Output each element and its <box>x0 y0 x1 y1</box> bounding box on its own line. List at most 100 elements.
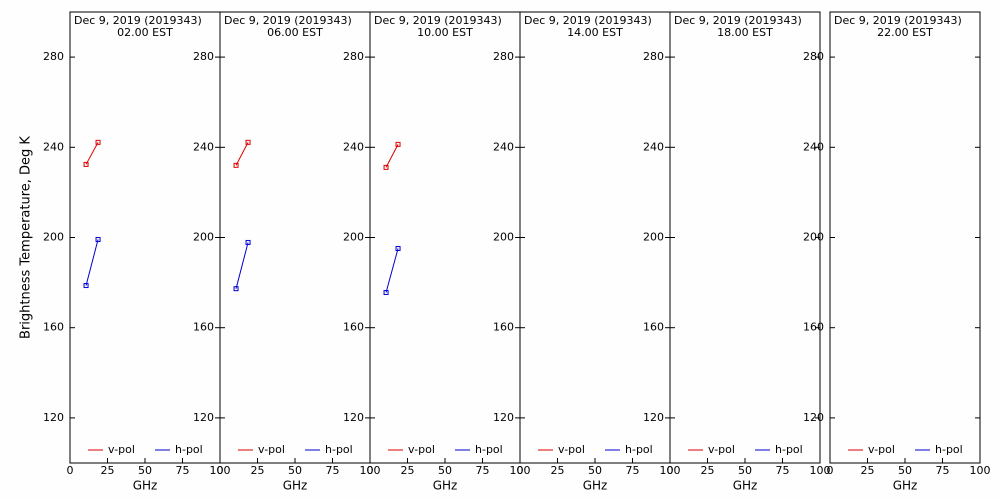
x-tick-label: 100 <box>970 464 991 477</box>
x-tick-label: 100 <box>510 464 531 477</box>
legend-label: h-pol <box>935 443 963 456</box>
chart-title: Dec 9, 2019 (2019343) <box>74 14 202 27</box>
y-tick-label: 200 <box>43 231 64 244</box>
legend-label: v-pol <box>258 443 285 456</box>
y-tick-label: 280 <box>193 50 214 63</box>
x-tick-label: 0 <box>667 464 674 477</box>
series-line <box>85 239 99 286</box>
x-tick-label: 25 <box>551 464 565 477</box>
x-tick-label: 0 <box>67 464 74 477</box>
x-axis-label: GHz <box>893 479 918 493</box>
chart-title: Dec 9, 2019 (2019343) <box>674 14 802 27</box>
x-tick-label: 0 <box>827 464 834 477</box>
x-tick-label: 100 <box>810 464 831 477</box>
chart-subtitle: 18.00 EST <box>717 26 773 39</box>
x-tick-label: 25 <box>861 464 875 477</box>
x-axis-label: GHz <box>433 479 458 493</box>
point-marker <box>83 161 89 167</box>
point-marker <box>83 283 89 289</box>
y-tick-label: 160 <box>803 321 824 334</box>
x-tick-label: 50 <box>738 464 752 477</box>
y-tick-label: 280 <box>43 50 64 63</box>
y-tick-label: 240 <box>193 140 214 153</box>
x-tick-label: 50 <box>288 464 302 477</box>
y-tick-label: 280 <box>643 50 664 63</box>
legend-label: v-pol <box>108 443 135 456</box>
x-tick-label: 0 <box>367 464 374 477</box>
x-tick-label: 0 <box>517 464 524 477</box>
y-tick-label: 240 <box>643 140 664 153</box>
chart-subtitle: 02.00 EST <box>117 26 173 39</box>
y-tick-label: 200 <box>803 231 824 244</box>
y-axis-label: Brightness Temperature, Deg K <box>19 136 34 339</box>
y-tick-label: 160 <box>643 321 664 334</box>
legend-label: v-pol <box>868 443 895 456</box>
y-tick-label: 200 <box>343 231 364 244</box>
y-tick-label: 280 <box>493 50 514 63</box>
x-tick-label: 75 <box>176 464 190 477</box>
point-marker <box>395 246 401 252</box>
chart-subtitle: 10.00 EST <box>417 26 473 39</box>
x-tick-label: 50 <box>898 464 912 477</box>
x-tick-label: 75 <box>326 464 340 477</box>
legend-label: v-pol <box>708 443 735 456</box>
y-tick-label: 160 <box>493 321 514 334</box>
y-tick-label: 120 <box>43 411 64 424</box>
x-tick-label: 25 <box>251 464 265 477</box>
y-tick-label: 240 <box>493 140 514 153</box>
y-tick-label: 160 <box>193 321 214 334</box>
x-tick-label: 25 <box>701 464 715 477</box>
legend-label: h-pol <box>175 443 203 456</box>
chart-subtitle: 06.00 EST <box>267 26 323 39</box>
series-line <box>385 248 399 293</box>
y-tick-label: 280 <box>803 50 824 63</box>
x-tick-label: 50 <box>138 464 152 477</box>
chart-subtitle: 14.00 EST <box>567 26 623 39</box>
y-tick-label: 160 <box>43 321 64 334</box>
y-tick-label: 120 <box>493 411 514 424</box>
y-tick-label: 200 <box>643 231 664 244</box>
y-tick-label: 280 <box>343 50 364 63</box>
legend-label: v-pol <box>408 443 435 456</box>
legend-label: v-pol <box>558 443 585 456</box>
y-tick-label: 240 <box>43 140 64 153</box>
y-tick-label: 120 <box>193 411 214 424</box>
chart-subtitle: 22.00 EST <box>877 26 933 39</box>
point-marker <box>245 139 251 145</box>
y-tick-label: 120 <box>803 411 824 424</box>
legend-label: h-pol <box>775 443 803 456</box>
point-marker <box>95 139 101 145</box>
series-line <box>85 142 99 165</box>
x-axis-label: GHz <box>733 479 758 493</box>
chart-title: Dec 9, 2019 (2019343) <box>374 14 502 27</box>
legend-label: h-pol <box>475 443 503 456</box>
chart-title: Dec 9, 2019 (2019343) <box>834 14 962 27</box>
series-line <box>235 242 249 289</box>
y-tick-label: 240 <box>803 140 824 153</box>
point-marker <box>245 239 251 245</box>
y-tick-label: 240 <box>343 140 364 153</box>
x-tick-label: 75 <box>936 464 950 477</box>
y-tick-label: 200 <box>193 231 214 244</box>
x-tick-label: 50 <box>588 464 602 477</box>
chart-title: Dec 9, 2019 (2019343) <box>224 14 352 27</box>
point-marker <box>383 164 389 170</box>
point-marker <box>383 290 389 296</box>
x-tick-label: 75 <box>476 464 490 477</box>
x-tick-label: 100 <box>360 464 381 477</box>
y-tick-label: 120 <box>643 411 664 424</box>
x-axis-label: GHz <box>283 479 308 493</box>
x-axis-label: GHz <box>133 479 158 493</box>
chart-title: Dec 9, 2019 (2019343) <box>524 14 652 27</box>
x-tick-label: 50 <box>438 464 452 477</box>
series-line <box>385 144 399 168</box>
point-marker <box>95 237 101 243</box>
y-tick-label: 160 <box>343 321 364 334</box>
x-tick-label: 25 <box>101 464 115 477</box>
y-tick-label: 120 <box>343 411 364 424</box>
x-tick-label: 75 <box>626 464 640 477</box>
x-tick-label: 100 <box>210 464 231 477</box>
plot-frame <box>829 11 981 464</box>
x-axis-label: GHz <box>583 479 608 493</box>
